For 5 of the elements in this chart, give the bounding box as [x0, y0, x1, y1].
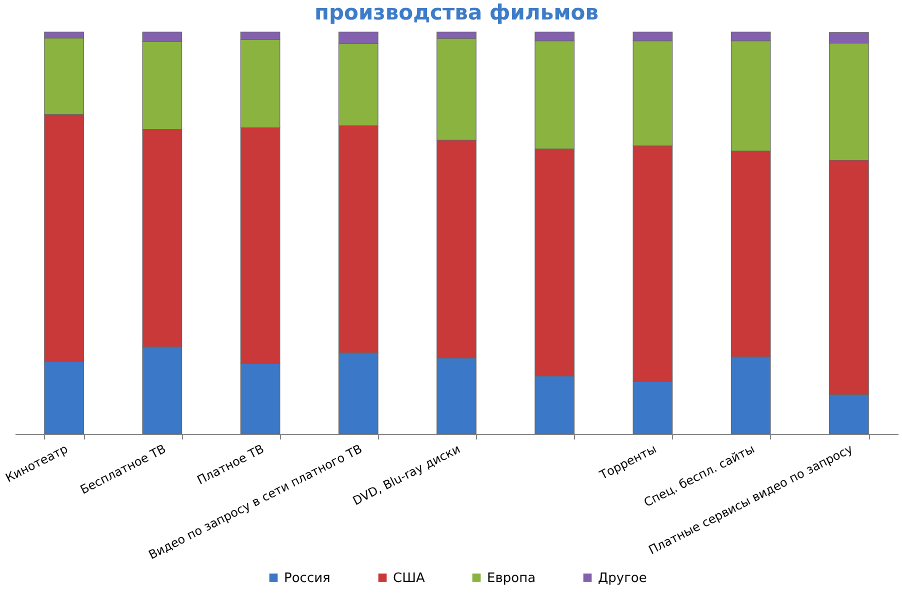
legend-label: Другое — [598, 570, 647, 586]
chart-title: производства фильмов — [314, 0, 599, 25]
legend-label: Европа — [487, 570, 536, 586]
legend-label: США — [393, 570, 425, 586]
legend-label: Россия — [284, 570, 330, 586]
